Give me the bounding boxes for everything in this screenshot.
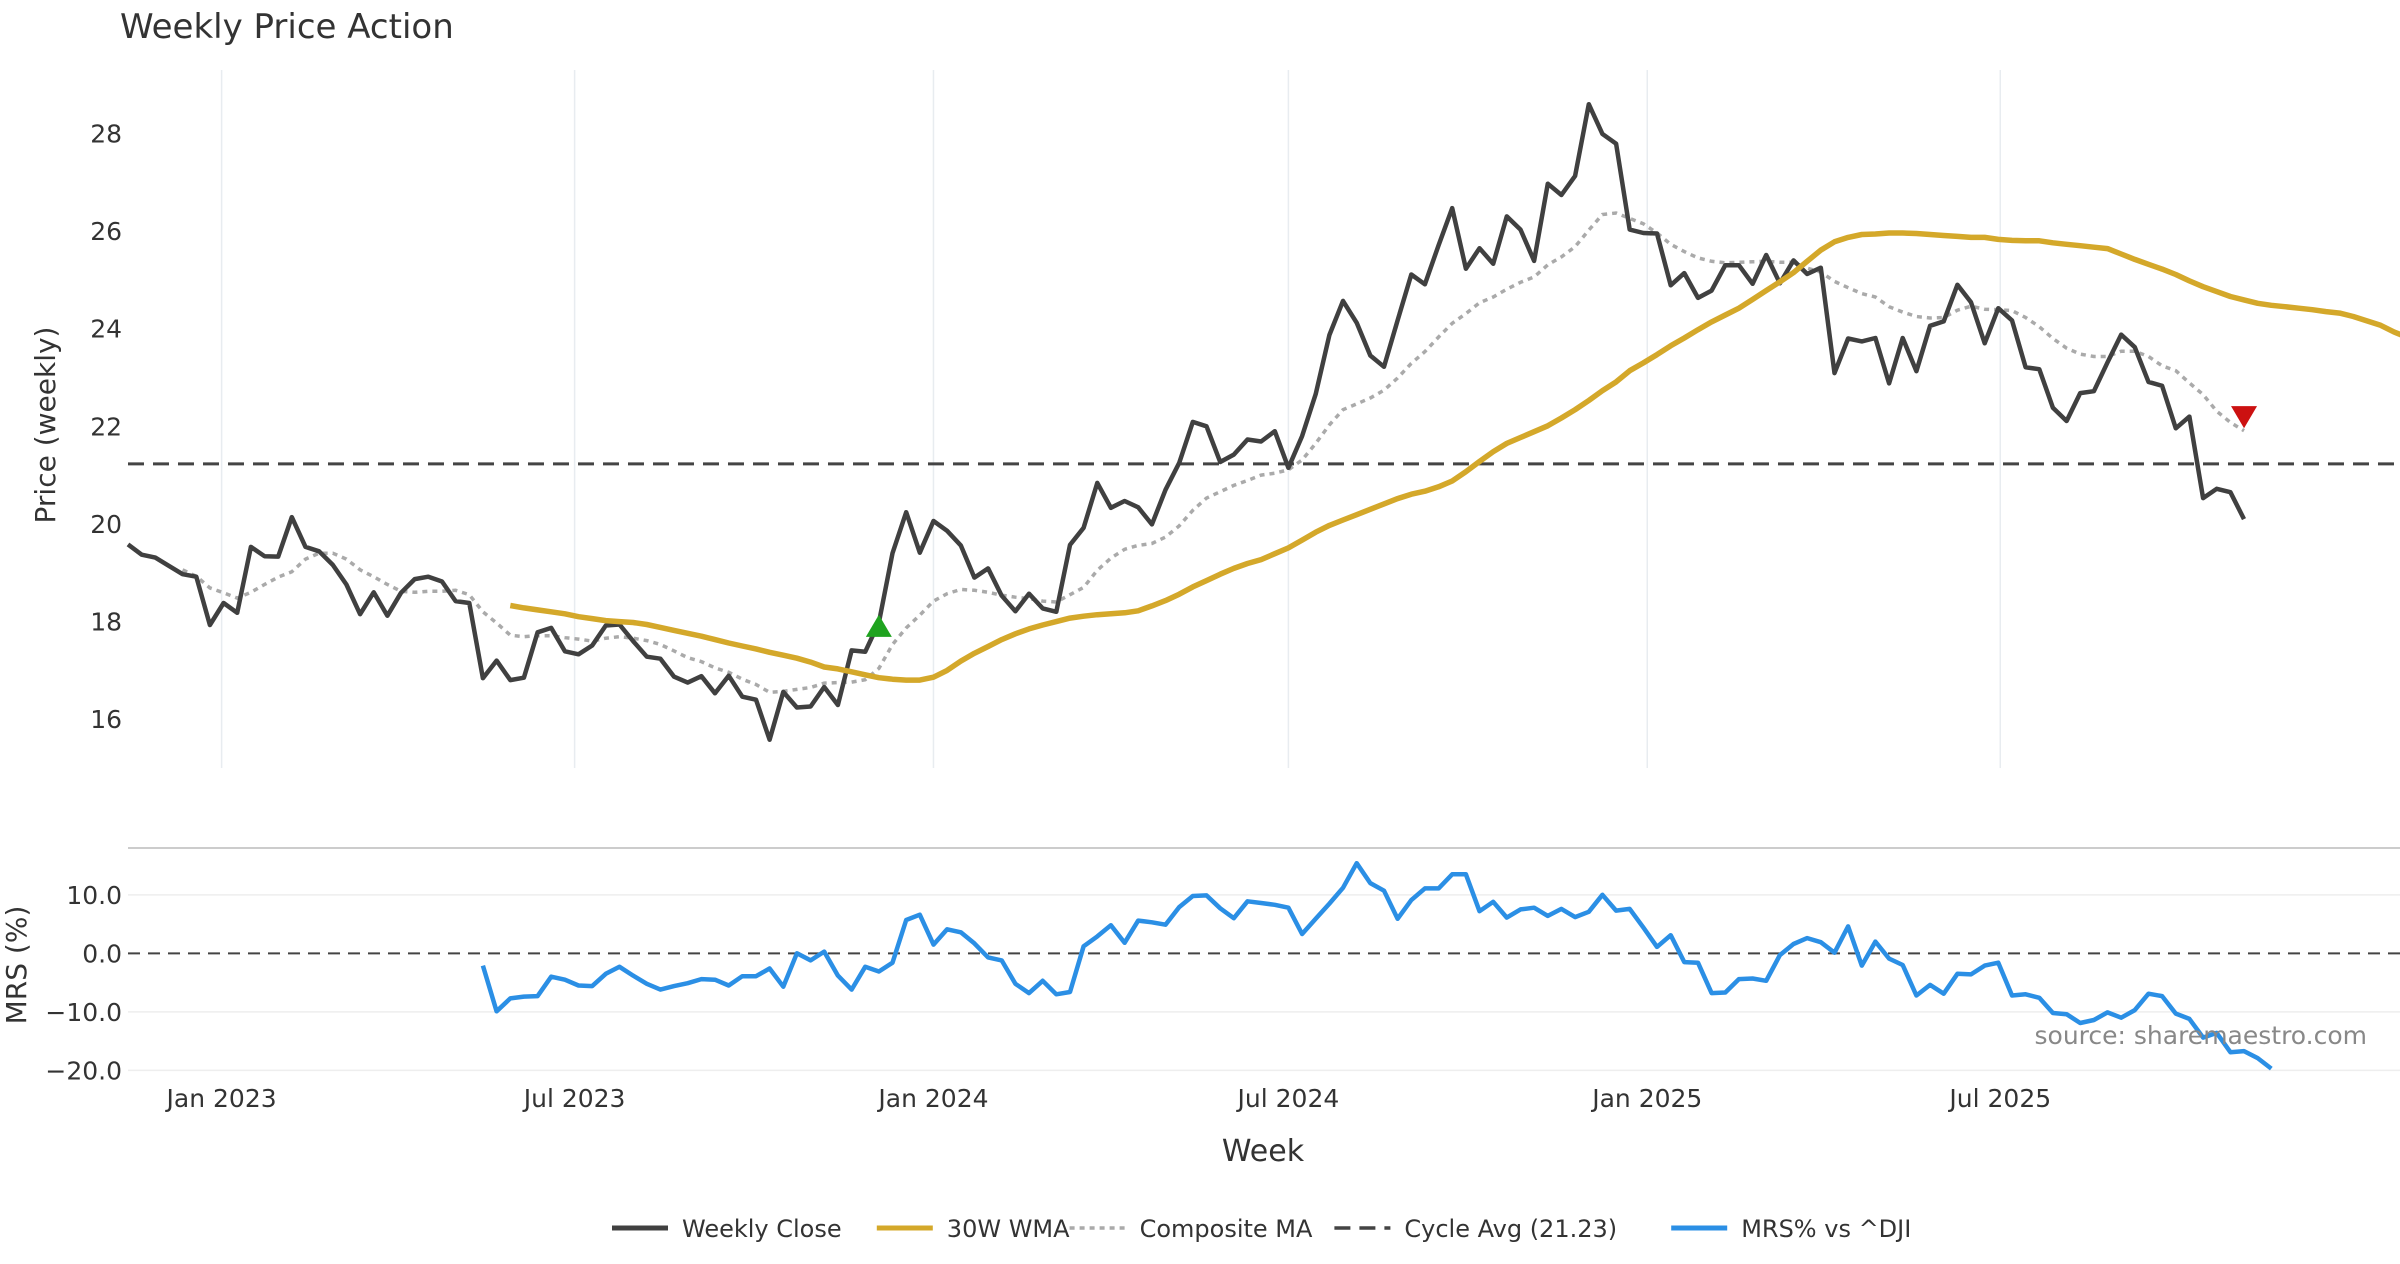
price-y-axis-label: Price (weekly)	[29, 327, 62, 524]
price-grid	[220, 70, 2002, 768]
mrs-series-layer	[480, 860, 2273, 1071]
buy-signal-marker	[865, 614, 892, 637]
x-tick-labels: Jan 2023 Jul 2023 Jan 2024 Jul 2024 Jan 2025…	[165, 1084, 2052, 1113]
series-composite-ma	[181, 211, 2245, 695]
mrs-y-tick-label: 0.0	[82, 939, 122, 968]
legend-label: Composite MA	[1140, 1215, 1313, 1243]
source-note: source: sharemaestro.com	[2035, 1021, 2368, 1050]
chart-title: Weekly Price Action	[120, 7, 454, 47]
legend-item: 30W WMA	[876, 1215, 1070, 1243]
legend-label: Weekly Close	[682, 1215, 842, 1243]
x-tick-label: Jan 2024	[876, 1084, 988, 1113]
legend-label: MRS% vs ^DJI	[1741, 1215, 1911, 1243]
legend-item: Composite MA	[1069, 1215, 1313, 1243]
sell-signal-marker	[2231, 406, 2258, 429]
legend-item: MRS% vs ^DJI	[1671, 1215, 1911, 1243]
x-tick-label: Jul 2023	[522, 1084, 626, 1113]
price-y-tick-label: 28	[90, 119, 122, 148]
mrs-y-tick-label: 10.0	[66, 881, 122, 910]
price-y-tick-label: 20	[90, 510, 122, 539]
x-tick-label: Jul 2024	[1236, 1084, 1340, 1113]
mrs-grid	[128, 847, 2400, 1072]
legend-label: Cycle Avg (21.23)	[1404, 1215, 1617, 1243]
legend: Weekly Close 30W WMA Composite MA Cycle Avg…	[612, 1215, 1911, 1243]
mrs-y-tick-label: −10.0	[45, 998, 122, 1027]
mrs-y-tick-label: −20.0	[45, 1056, 122, 1085]
legend-item: Weekly Close	[612, 1215, 842, 1243]
x-axis-label: Week	[1222, 1134, 1305, 1169]
x-tick-label: Jan 2023	[165, 1084, 277, 1113]
series-weekly-close	[126, 101, 2247, 742]
price-series-layer	[126, 101, 2400, 742]
price-y-tick-label: 26	[90, 217, 122, 246]
x-tick-label: Jan 2025	[1590, 1084, 1702, 1113]
series-mrs-vs-dji	[480, 860, 2273, 1071]
price-y-tick-labels: 16 18 20 22 24 26 28	[90, 119, 122, 734]
mrs-y-tick-labels: 10.0 0.0 −10.0 −20.0	[45, 881, 122, 1086]
legend-item: Cycle Avg (21.23)	[1334, 1215, 1617, 1243]
series-30w-wma	[509, 230, 2400, 683]
mrs-y-axis-label: MRS (%)	[0, 906, 33, 1025]
price-y-tick-label: 24	[90, 315, 122, 344]
x-tick-label: Jul 2025	[1947, 1084, 2051, 1113]
price-y-tick-label: 16	[90, 705, 122, 734]
price-y-tick-label: 18	[90, 608, 122, 637]
legend-label: 30W WMA	[947, 1215, 1070, 1243]
price-y-tick-label: 22	[90, 412, 122, 441]
